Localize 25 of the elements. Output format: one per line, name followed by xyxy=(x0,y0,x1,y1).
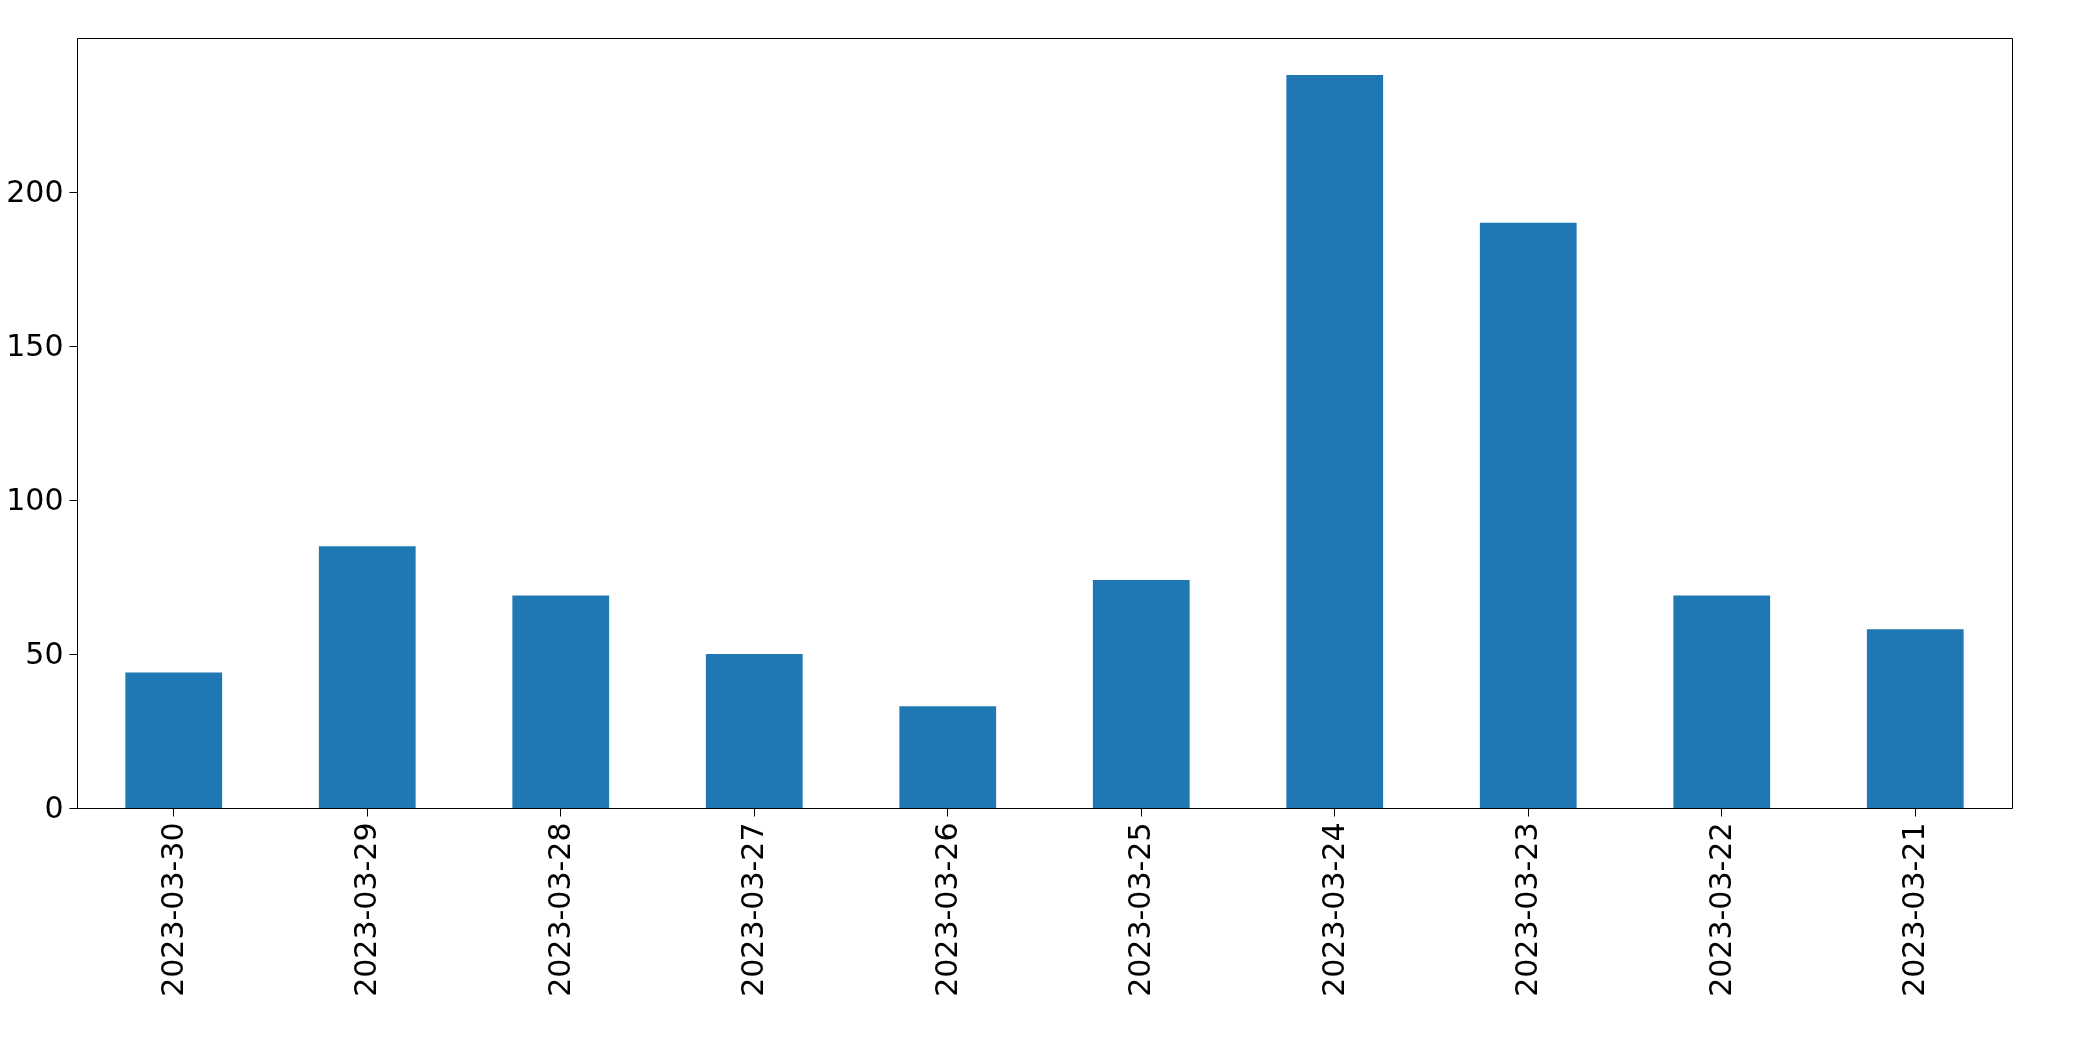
bar xyxy=(1092,580,1190,808)
y-tick-label: 100 xyxy=(6,481,64,517)
x-tick-label: 2023-03-29 xyxy=(348,822,384,997)
bar xyxy=(705,654,803,808)
x-tick-label: 2023-03-23 xyxy=(1509,822,1545,997)
x-tick-label: 2023-03-25 xyxy=(1122,822,1158,997)
x-tick-label: 2023-03-21 xyxy=(1896,822,1932,997)
y-tick-label: 200 xyxy=(6,173,64,209)
x-tick-label: 2023-03-26 xyxy=(928,822,964,997)
y-tick-label: 0 xyxy=(44,789,64,825)
bar xyxy=(318,546,416,808)
bar xyxy=(899,706,997,808)
y-tick-label: 150 xyxy=(6,327,64,363)
x-tick-label: 2023-03-22 xyxy=(1702,822,1738,997)
bar xyxy=(1286,74,1384,808)
x-tick-label: 2023-03-27 xyxy=(735,822,771,997)
x-tick-label: 2023-03-28 xyxy=(541,822,577,997)
y-tick-label: 50 xyxy=(25,635,64,671)
bar xyxy=(1479,222,1577,808)
bar xyxy=(512,595,610,808)
bar xyxy=(1866,629,1964,808)
x-tick-label: 2023-03-30 xyxy=(154,822,190,997)
bar xyxy=(125,672,223,808)
bar xyxy=(1673,595,1771,808)
x-tick-label: 2023-03-24 xyxy=(1315,822,1351,997)
